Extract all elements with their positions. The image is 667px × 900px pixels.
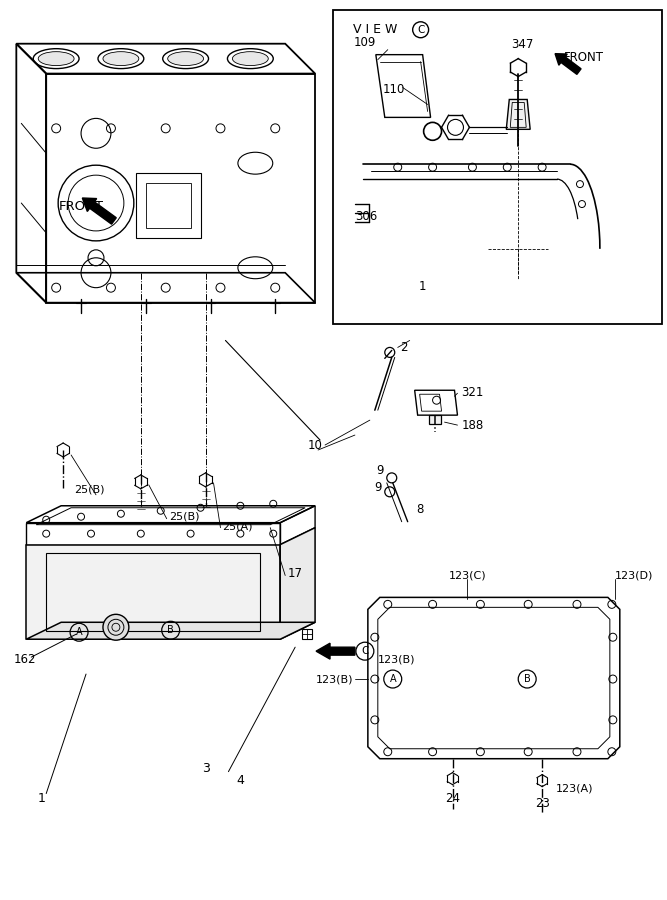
Text: 25(B): 25(B)	[169, 512, 199, 522]
Ellipse shape	[232, 51, 268, 66]
Text: 110: 110	[383, 83, 405, 96]
Text: 123(B): 123(B)	[315, 674, 353, 684]
Polygon shape	[506, 100, 530, 130]
Text: 123(D): 123(D)	[615, 571, 653, 580]
Text: 25(B): 25(B)	[74, 485, 104, 495]
Text: 321: 321	[462, 386, 484, 399]
FancyArrow shape	[555, 54, 581, 75]
Text: 347: 347	[511, 38, 534, 51]
Text: FRONT: FRONT	[59, 200, 104, 212]
Text: 10: 10	[307, 438, 322, 452]
Text: 109: 109	[354, 36, 376, 50]
Text: 23: 23	[535, 797, 550, 810]
Polygon shape	[429, 415, 440, 424]
Text: 25(A): 25(A)	[223, 522, 253, 532]
Text: A: A	[76, 627, 83, 637]
Text: 4: 4	[237, 774, 244, 788]
Text: 8: 8	[416, 503, 424, 517]
Text: C: C	[362, 646, 369, 656]
Text: 2: 2	[400, 341, 408, 354]
Text: 9: 9	[374, 482, 382, 494]
Text: 9: 9	[376, 464, 384, 477]
Text: 306: 306	[355, 211, 377, 223]
Text: 123(B): 123(B)	[378, 654, 416, 664]
Circle shape	[103, 615, 129, 640]
Text: B: B	[524, 674, 530, 684]
Text: 162: 162	[13, 652, 36, 666]
Text: 1: 1	[419, 280, 426, 293]
Polygon shape	[26, 622, 315, 639]
Text: A: A	[390, 674, 396, 684]
Polygon shape	[26, 544, 280, 639]
Text: 1: 1	[37, 792, 45, 805]
Text: 3: 3	[201, 762, 209, 775]
Ellipse shape	[167, 51, 203, 66]
Text: 123(A): 123(A)	[556, 784, 594, 794]
Polygon shape	[280, 527, 315, 639]
Text: 17: 17	[287, 567, 303, 580]
Text: C: C	[417, 25, 424, 35]
Text: 123(C): 123(C)	[449, 571, 486, 580]
Ellipse shape	[38, 51, 74, 66]
Text: FRONT: FRONT	[564, 51, 604, 64]
Text: V I E W: V I E W	[353, 23, 398, 36]
Text: B: B	[167, 626, 174, 635]
Text: 24: 24	[445, 792, 460, 805]
FancyArrow shape	[316, 644, 355, 659]
FancyArrow shape	[82, 198, 116, 224]
Text: 188: 188	[462, 418, 484, 432]
Ellipse shape	[103, 51, 139, 66]
